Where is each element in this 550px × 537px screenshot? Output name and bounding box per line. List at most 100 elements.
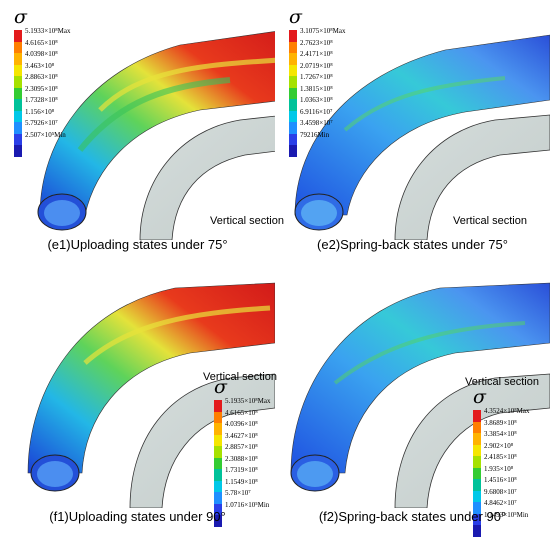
legend-label: 2.507×10⁵Min <box>25 130 66 139</box>
legend-swatch <box>473 490 481 502</box>
panel-e1: σ 5.1933×10⁸Max 4.6165×10⁸ 4.0398×10⁸ 3.463… <box>0 0 284 267</box>
legend-swatch <box>14 41 22 53</box>
legend-swatch <box>473 467 481 479</box>
legend-swatch <box>289 99 297 111</box>
legend-swatch <box>289 133 297 145</box>
stress-contour-f2 <box>290 282 550 508</box>
legend-swatch <box>289 41 297 53</box>
legend-swatch <box>214 423 222 435</box>
legend-swatch <box>289 64 297 76</box>
legend-label: 3.4627×10⁸ <box>225 431 258 440</box>
legend-swatch <box>289 110 297 122</box>
legend-label: 1.0363×10⁸ <box>300 96 333 104</box>
legend-label: 1.935×10⁸ <box>484 464 514 473</box>
legend-label: 2.7623×10⁸ <box>300 38 333 47</box>
legend-label: 2.3088×10⁸ <box>225 454 258 463</box>
panel-f1: σ 5.1935×10⁸Max 4.6165×10⁸ 4.0396×10⁸ 3.462… <box>0 268 277 535</box>
section-label-f2: Vertical section <box>465 376 539 388</box>
legend-swatch <box>14 30 22 42</box>
legend-label: 1.4516×10⁸ <box>484 476 517 484</box>
legend-swatch <box>214 469 222 481</box>
legend-label: 2.8863×10⁸ <box>25 73 58 81</box>
legend-swatch <box>214 446 222 458</box>
stress-contour-f1 <box>27 282 275 508</box>
legend-swatch <box>14 133 22 145</box>
panel-f2: σ 4.3524×10⁸Max 3.8689×10⁸ 3.3854×10⁸ 2.902… <box>275 268 550 537</box>
stress-contour-e1 <box>37 31 275 240</box>
legend-label: 1.0716×10⁵Min <box>225 500 270 509</box>
section-label-f1: Vertical section <box>203 371 277 383</box>
legend-label: 79216Min <box>300 130 330 139</box>
legend-label: 4.0396×10⁸ <box>225 420 258 428</box>
legend-swatch <box>214 400 222 412</box>
legend-swatch <box>214 480 222 492</box>
legend-swatch <box>289 87 297 99</box>
legend-swatch <box>473 525 481 537</box>
legend-label: 5.78×10⁷ <box>225 489 251 497</box>
legend-label: 5.1935×10⁸Max <box>225 397 271 405</box>
panel-e2: σ 3.1075×10⁸Max 2.7623×10⁸ 2.4171×10⁸ 2.071… <box>275 0 550 267</box>
legend-swatch <box>289 76 297 88</box>
legend-swatch <box>14 145 22 157</box>
legend-label: 2.4171×10⁸ <box>300 50 333 58</box>
legend-swatch <box>14 110 22 122</box>
legend-label: 4.6165×10⁸ <box>25 38 58 47</box>
legend-swatch <box>289 53 297 65</box>
legend-swatch <box>289 122 297 134</box>
legend-label: 1.3815×10⁸ <box>300 84 333 93</box>
legend-label: 1.1493×10⁵Min <box>484 510 529 519</box>
legend-swatch <box>214 434 222 446</box>
legend-swatch <box>14 53 22 65</box>
legend-swatch <box>473 479 481 491</box>
caption-f2: (f2)Spring-back states under 90° <box>318 509 507 524</box>
legend-label: 5.1933×10⁸Max <box>25 27 71 35</box>
legend-swatch <box>473 433 481 445</box>
legend-swatch <box>14 122 22 134</box>
legend-label: 3.4598×10⁷ <box>300 119 333 127</box>
legend-label: 1.7267×10⁸ <box>300 73 333 81</box>
legend-label: 4.8462×10⁷ <box>484 499 517 507</box>
legend-label: 1.7328×10⁸ <box>25 96 58 104</box>
legend-label: 2.4185×10⁸ <box>484 453 517 461</box>
legend-label: 2.902×10⁸ <box>484 441 514 450</box>
legend-label: 3.3854×10⁸ <box>484 430 517 438</box>
legend-label: 4.6165×10⁸ <box>225 408 258 417</box>
legend-swatch <box>14 64 22 76</box>
legend-label: 2.8857×10⁸ <box>225 443 258 451</box>
legend-label: 6.9116×10⁷ <box>300 107 333 116</box>
legend-swatch <box>214 515 222 527</box>
legend-label: 4.0398×10⁸ <box>25 50 58 58</box>
section-label-e1: Vertical section <box>210 215 284 227</box>
sigma-symbol: σ <box>289 6 302 28</box>
legend-swatch <box>473 456 481 468</box>
legend-label: 4.3524×10⁸Max <box>484 407 530 415</box>
legend-label: 5.7926×10⁷ <box>25 119 58 127</box>
legend-label: 2.3095×10⁸ <box>25 84 58 93</box>
legend-swatch <box>473 502 481 514</box>
caption-e1: (e1)Uploading states under 75° <box>47 237 228 252</box>
legend-swatch <box>14 99 22 111</box>
legend-label: 3.8689×10⁸ <box>484 418 517 427</box>
legend-label: 1.156×10⁸ <box>25 107 55 116</box>
legend-label: 1.1549×10⁸ <box>225 477 258 486</box>
legend-swatch <box>473 513 481 525</box>
legend-label: 3.1075×10⁸Max <box>300 27 346 35</box>
legend-swatch <box>14 76 22 88</box>
legend-swatch <box>473 421 481 433</box>
legend-label: 9.6808×10⁷ <box>484 487 517 496</box>
sigma-symbol: σ <box>473 386 486 408</box>
legend-swatch <box>289 30 297 42</box>
legend-label: 3.463×10⁸ <box>25 61 55 70</box>
legend-label: 1.7319×10⁸ <box>225 466 258 474</box>
sigma-symbol: σ <box>214 376 227 398</box>
sigma-symbol: σ <box>14 6 27 28</box>
stress-contour-e2 <box>294 34 550 240</box>
legend-swatch <box>289 145 297 157</box>
legend-swatch <box>214 411 222 423</box>
legend-swatch <box>214 503 222 515</box>
legend-swatch <box>473 410 481 422</box>
legend-swatch <box>214 457 222 469</box>
caption-e2: (e2)Spring-back states under 75° <box>317 237 508 252</box>
legend-swatch <box>14 87 22 99</box>
caption-f1: (f1)Uploading states under 90° <box>49 509 226 524</box>
